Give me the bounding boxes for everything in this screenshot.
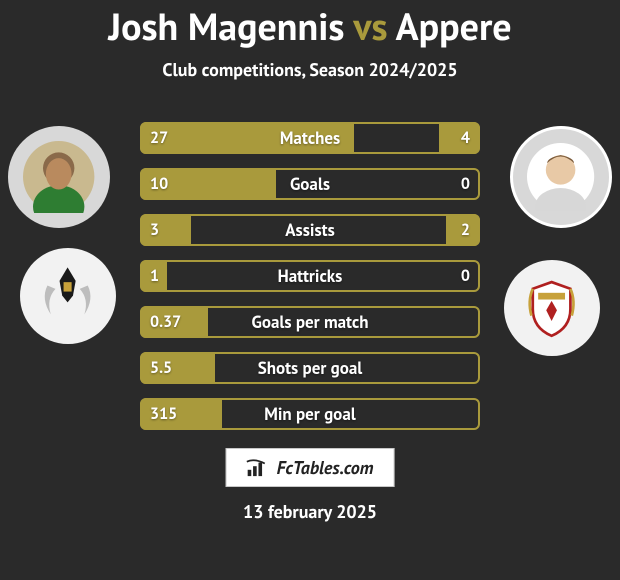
stat-row: 5.5Shots per goal [140,352,480,384]
person-icon [527,143,594,210]
player1-name: Josh Magennis [108,2,344,51]
crest-icon [34,262,101,329]
stat-metric-label: Shots per goal [140,352,480,384]
stat-metric-label: Min per goal [140,398,480,430]
stat-row: 10Hattricks [140,260,480,292]
fctables-brand: FcTables.com [226,448,395,487]
crest-icon [518,274,585,341]
stat-row: 274Matches [140,122,480,154]
generation-date: 13 february 2025 [0,500,620,523]
subtitle: Club competitions, Season 2024/2025 [0,58,620,81]
stat-metric-label: Hattricks [140,260,480,292]
player1-avatar [8,126,110,228]
stat-row: 32Assists [140,214,480,246]
stat-row: 315Min per goal [140,398,480,430]
player1-club-crest [20,248,116,344]
stat-row: 0.37Goals per match [140,306,480,338]
player2-club-crest [504,260,600,356]
player2-name: Appere [396,2,512,51]
stat-bars: 274Matches 100Goals 32Assists 10Hattricks 0.… [140,122,480,444]
vs-label: vs [353,2,387,51]
stat-metric-label: Goals per match [140,306,480,338]
brand-text: FcTables.com [277,456,374,479]
stat-metric-label: Assists [140,214,480,246]
player2-avatar [510,126,612,228]
person-icon [23,141,94,212]
comparison-title: Josh Magennis vs Appere [0,0,620,48]
stat-metric-label: Matches [140,122,480,154]
stat-metric-label: Goals [140,168,480,200]
stat-row: 100Goals [140,168,480,200]
bar-chart-icon [247,459,269,477]
